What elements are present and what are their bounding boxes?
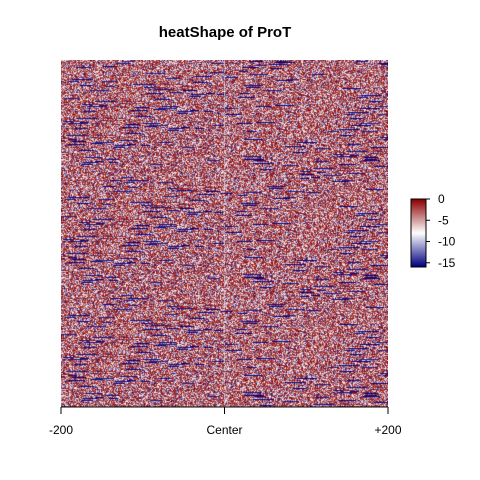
color-legend-border: [410, 198, 427, 268]
x-axis: -200 Center +200: [49, 406, 402, 437]
x-tick-label: +200: [374, 423, 401, 437]
heatmap-area: [61, 60, 388, 407]
legend-tick-label: -15: [438, 256, 456, 270]
x-tick-label: -200: [49, 423, 73, 437]
color-legend: 0 -5 -10 -15: [410, 192, 456, 270]
legend-tick-label: -5: [438, 213, 449, 227]
legend-tick-label: -10: [438, 235, 456, 249]
chart-title: heatShape of ProT: [159, 24, 292, 41]
color-legend-bar: [411, 199, 426, 267]
legend-tick-label: 0: [438, 192, 445, 206]
x-tick-label: Center: [206, 423, 242, 437]
heatmap-cells: [61, 60, 388, 407]
